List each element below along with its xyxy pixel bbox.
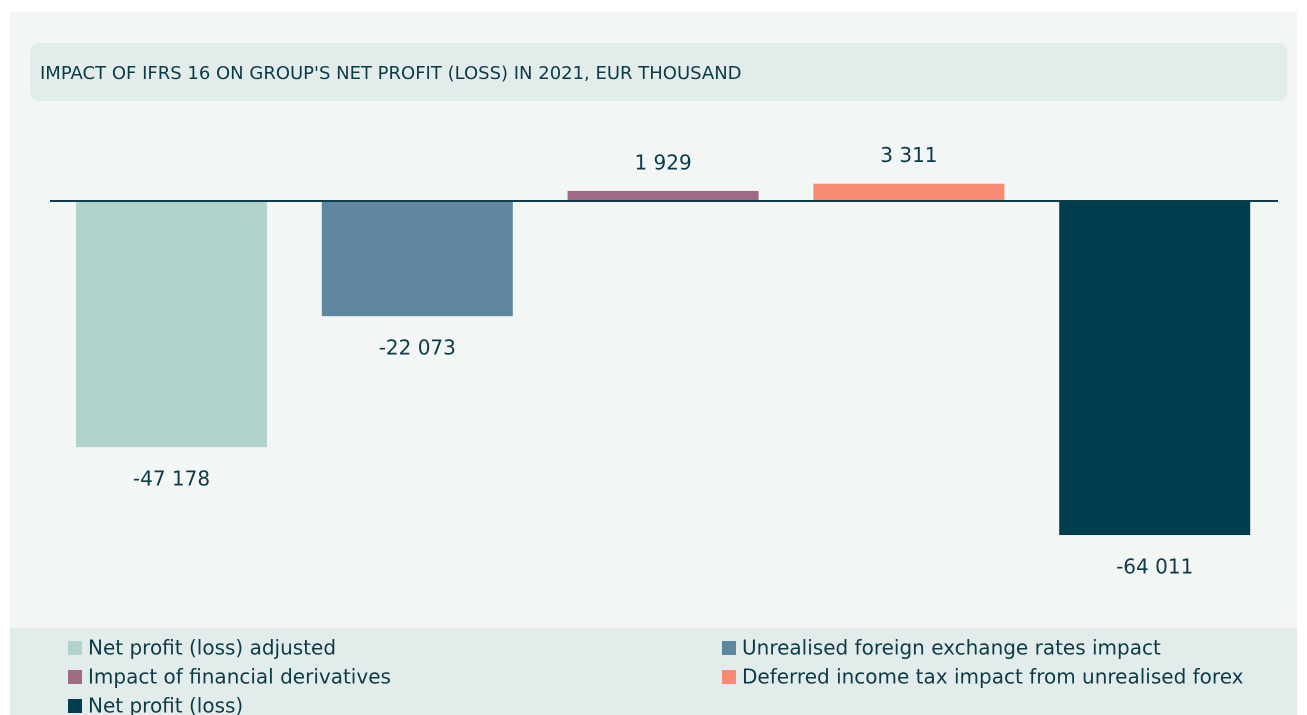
data-label: -47 178 (133, 467, 210, 491)
data-label: 1 929 (634, 150, 691, 174)
chart-title: IMPACT OF IFRS 16 ON GROUP'S NET PROFIT … (40, 63, 742, 84)
bar (1059, 200, 1251, 536)
data-label: -22 073 (379, 336, 456, 360)
bar (76, 200, 267, 448)
data-label: 3 311 (880, 143, 937, 167)
title-box (30, 43, 1287, 101)
bar (567, 190, 759, 201)
legend-box (10, 628, 1297, 715)
legend-swatch (68, 641, 82, 655)
legend-swatch (68, 670, 82, 684)
data-label: -64 011 (1116, 555, 1193, 579)
legend-label: Deferred income tax impact from unrealis… (742, 665, 1244, 689)
legend-label: Net profit (loss) adjusted (88, 636, 336, 660)
legend-swatch (722, 641, 736, 655)
bar (813, 183, 1005, 201)
legend-label: Impact of financial derivatives (88, 665, 391, 689)
bar (321, 200, 513, 317)
legend-label: Unrealised foreign exchange rates impact (742, 636, 1161, 660)
legend-swatch (68, 699, 82, 713)
legend-label: Net profit (loss) (88, 694, 243, 715)
legend-swatch (722, 670, 736, 684)
